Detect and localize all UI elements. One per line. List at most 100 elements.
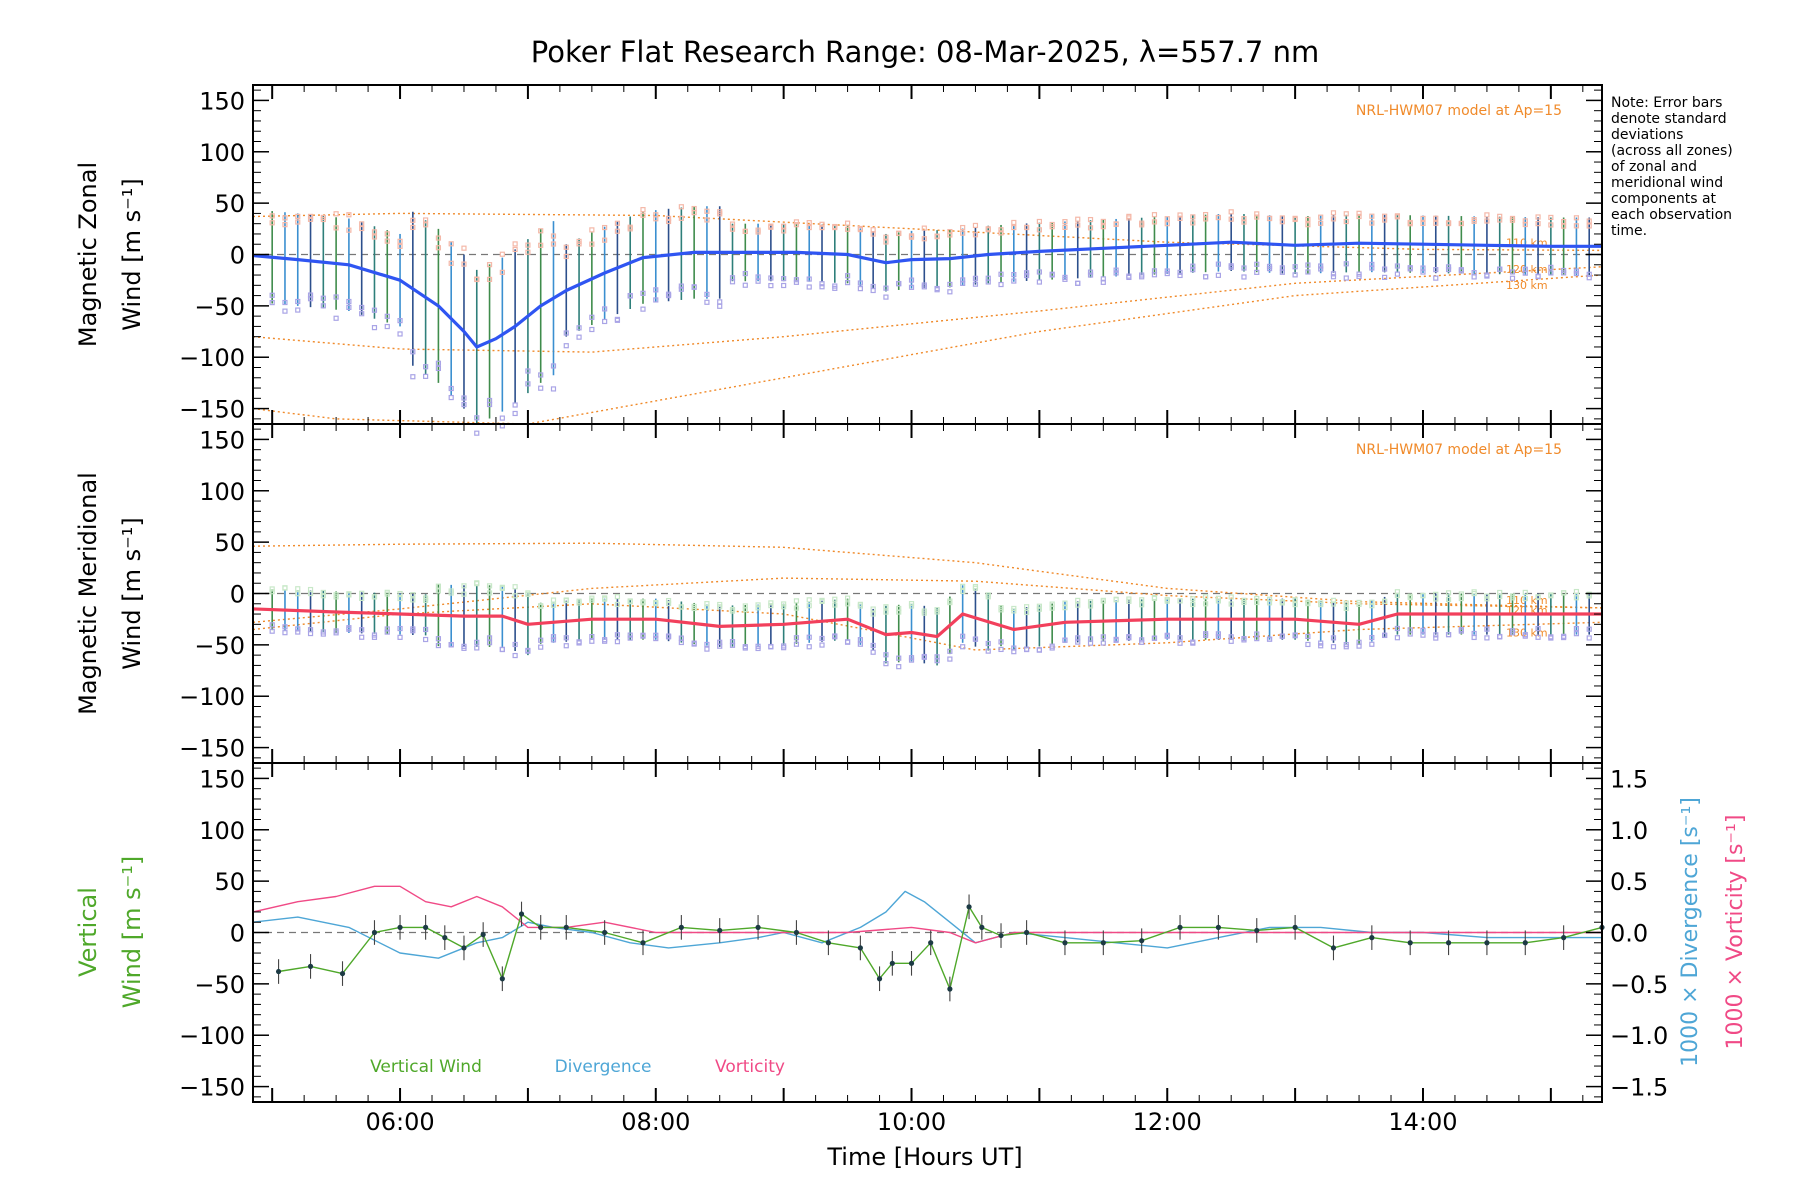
y-tick-label: 50 <box>214 529 245 557</box>
zone-marker <box>857 225 863 232</box>
zone-marker <box>1036 279 1042 285</box>
note-line: deviations <box>1611 127 1683 143</box>
zone-marker <box>1292 633 1298 639</box>
zone-marker <box>295 586 301 592</box>
zone-marker <box>806 276 812 282</box>
y-tick-label: −100 <box>179 344 245 372</box>
zone-marker <box>486 590 493 596</box>
y-tick-label: 0 <box>230 581 245 609</box>
zone-marker <box>806 644 812 650</box>
zone-marker <box>908 284 915 290</box>
zone-marker <box>819 281 825 287</box>
zone-marker <box>883 285 889 291</box>
zone-marker <box>1266 596 1273 602</box>
zone-marker <box>1011 278 1017 284</box>
zone-marker <box>512 584 518 590</box>
zone-marker <box>550 363 557 369</box>
zone-marker <box>1343 261 1349 267</box>
zone-marker <box>1023 270 1030 276</box>
zone-marker <box>435 642 442 649</box>
zone-marker <box>806 634 812 640</box>
zone-marker <box>550 602 557 608</box>
zone-marker <box>665 634 672 640</box>
zone-marker <box>346 626 352 632</box>
zone-marker <box>1151 212 1158 218</box>
zone-marker <box>295 626 301 632</box>
zone-marker <box>755 605 761 611</box>
zone-marker <box>653 599 659 606</box>
zone-marker <box>844 220 851 226</box>
meridional-axis-label-line2: Wind [m s⁻¹] <box>118 517 146 669</box>
zone-marker <box>844 639 851 645</box>
zone-marker <box>678 604 684 610</box>
zone-marker <box>333 225 339 231</box>
zone-marker <box>359 225 365 232</box>
zone-marker <box>295 298 301 305</box>
x-tick-label: 14:00 <box>1388 1108 1457 1136</box>
zone-marker <box>512 652 518 659</box>
zone-marker <box>998 271 1004 277</box>
zone-marker <box>1305 269 1311 275</box>
zone-marker <box>793 279 800 285</box>
zone-marker <box>998 227 1004 233</box>
zone-marker <box>665 597 672 604</box>
zone-marker <box>1254 636 1260 642</box>
zone-marker <box>269 628 275 634</box>
zone-marker <box>1279 599 1285 605</box>
zone-marker <box>1420 592 1426 599</box>
zone-marker <box>1318 214 1324 220</box>
zone-marker <box>1497 593 1503 600</box>
zone-marker <box>1164 268 1170 274</box>
zone-marker <box>486 262 493 268</box>
zone-marker <box>1164 632 1170 638</box>
y-tick-label: 150 <box>199 87 245 115</box>
zone-marker <box>832 633 838 639</box>
zone-marker <box>1151 268 1158 274</box>
zone-marker <box>461 261 467 267</box>
zone-marker <box>1343 211 1349 217</box>
vertical-wind-point <box>1369 935 1375 941</box>
zone-marker <box>844 280 851 286</box>
zone-marker <box>1394 635 1401 641</box>
zone-marker <box>602 596 608 602</box>
zone-marker <box>448 642 454 648</box>
zone-marker <box>1445 266 1452 273</box>
zone-marker <box>1369 603 1375 609</box>
zone-marker <box>1471 589 1477 595</box>
zone-marker <box>435 583 442 589</box>
y-tick-label: 150 <box>199 765 245 793</box>
zone-marker <box>423 597 429 603</box>
zone-marker <box>806 220 812 226</box>
model-annotation: NRL-HWM07 model at Ap=15 <box>1356 103 1562 119</box>
zone-marker <box>1535 626 1541 632</box>
zone-marker <box>1075 597 1081 604</box>
zone-marker <box>614 601 621 608</box>
zone-marker <box>1369 220 1375 226</box>
chart-title: Poker Flat Research Range: 08-Mar-2025, … <box>531 35 1319 69</box>
note-line: Note: Error bars <box>1611 95 1722 111</box>
zone-marker <box>538 242 544 248</box>
zone-marker <box>806 597 812 603</box>
zone-marker <box>589 314 595 320</box>
vertical-wind-point <box>979 924 985 930</box>
zone-marker <box>947 656 953 662</box>
zone-marker <box>486 640 493 646</box>
zone-marker <box>1228 209 1234 215</box>
zone-marker <box>1075 602 1081 608</box>
zone-marker <box>768 223 774 229</box>
zone-marker <box>781 228 787 234</box>
zone-marker <box>1522 595 1528 602</box>
zone-marker <box>1036 227 1042 233</box>
zone-marker <box>1305 222 1311 228</box>
zone-marker <box>384 323 390 330</box>
zone-marker <box>1087 269 1094 275</box>
zone-marker <box>755 278 761 284</box>
zone-marker <box>1023 272 1030 279</box>
zone-marker <box>1023 609 1030 616</box>
zone-marker <box>653 632 659 638</box>
zone-marker <box>819 598 825 604</box>
zone-marker <box>359 590 365 596</box>
zone-marker <box>1343 600 1349 606</box>
zone-marker <box>934 233 940 239</box>
zone-marker <box>819 284 825 290</box>
